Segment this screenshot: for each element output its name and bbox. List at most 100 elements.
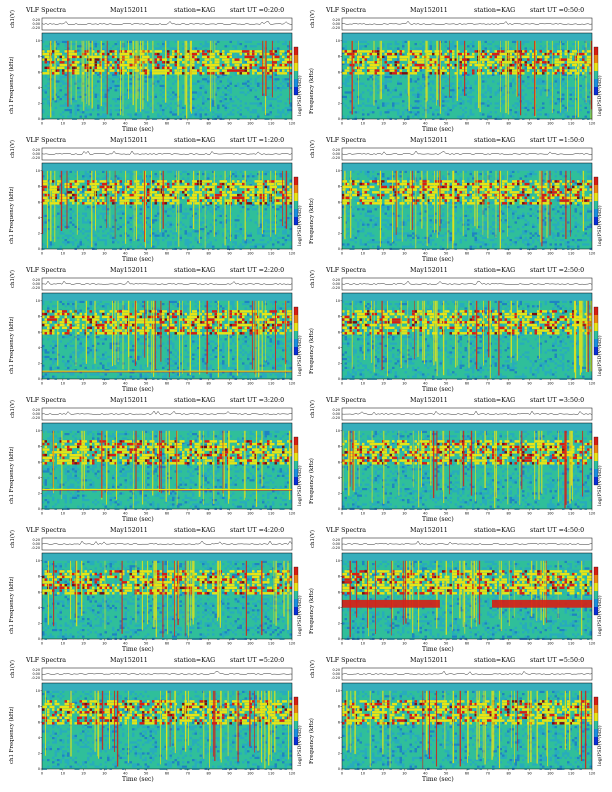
panel-start-ut: start UT =0:50:0 bbox=[530, 6, 584, 16]
x-tick-label: 30 bbox=[102, 772, 106, 776]
spectrogram-svg: 0.200.00-0.200 10 20 30 40 50 60 70 80 90 100 110 12… bbox=[31, 667, 299, 776]
x-tick-label: 50 bbox=[444, 122, 448, 126]
y-tick-label: 2 bbox=[338, 102, 340, 106]
x-tick-label: 90 bbox=[227, 382, 231, 386]
spectrogram-panel: VLF Spectra May152011 station=KAG start UT … bbox=[9, 6, 303, 134]
x-tick-label: 90 bbox=[527, 642, 531, 646]
x-tick-label: 20 bbox=[382, 642, 386, 646]
y-tick-label: 6 bbox=[338, 330, 340, 334]
ch1-tick-label: 0.20 bbox=[332, 408, 340, 412]
colorbar-segment bbox=[594, 79, 598, 87]
panel-station: station=KAG bbox=[474, 266, 515, 276]
panel-date: May152011 bbox=[410, 526, 448, 536]
ch1-tick-label: 0.00 bbox=[32, 22, 40, 26]
colorbar-segment bbox=[594, 331, 598, 339]
colorbar-segment bbox=[294, 599, 298, 607]
ch1-tick-label: 0.00 bbox=[332, 412, 340, 416]
colorbar-segment bbox=[294, 445, 298, 453]
colorbar-segment bbox=[594, 737, 598, 745]
y-tick-label: 6 bbox=[38, 70, 40, 74]
panel-title: VLF Spectra bbox=[326, 6, 366, 16]
panel-station: station=KAG bbox=[474, 136, 515, 146]
y-tick-label: 8 bbox=[38, 445, 40, 449]
colorbar-segment bbox=[294, 323, 298, 331]
ch1-tick-label: 0.00 bbox=[332, 282, 340, 286]
y-tick-label: 10 bbox=[36, 39, 40, 43]
time-axis-label: Time (sec) bbox=[122, 646, 154, 653]
ch1-trace bbox=[341, 410, 593, 415]
ch1-trace bbox=[42, 280, 293, 285]
ch1-tick-label: 0.20 bbox=[332, 278, 340, 282]
colorbar-segment bbox=[294, 185, 298, 193]
colorbar-segment bbox=[594, 177, 598, 185]
y-tick-label: 10 bbox=[336, 299, 340, 303]
time-axis-label: Time (sec) bbox=[422, 776, 454, 783]
panel-date: May152011 bbox=[410, 396, 448, 406]
x-tick-label: 80 bbox=[207, 382, 211, 386]
x-tick-label: 10 bbox=[61, 252, 65, 256]
ch1-tick-label: -0.20 bbox=[331, 416, 340, 420]
x-tick-label: 120 bbox=[589, 122, 595, 126]
panel-header: VLF Spectra May152011 station=KAG start UT … bbox=[12, 266, 294, 276]
panel-header: VLF Spectra May152011 station=KAG start UT … bbox=[312, 266, 594, 276]
x-tick-label: 60 bbox=[165, 512, 169, 516]
colorbar-segment bbox=[594, 445, 598, 453]
colorbar-segment bbox=[594, 63, 598, 71]
x-tick-label: 10 bbox=[61, 642, 65, 646]
y-tick-label: 8 bbox=[38, 315, 40, 319]
panel-station: station=KAG bbox=[174, 526, 215, 536]
colorbar-segment bbox=[294, 477, 298, 485]
x-tick-label: 100 bbox=[547, 122, 553, 126]
y-tick-label: 8 bbox=[338, 55, 340, 59]
panel-start-ut: start UT =2:50:0 bbox=[530, 266, 584, 276]
ch1-tick-label: -0.20 bbox=[31, 416, 40, 420]
colorbar-segment bbox=[294, 177, 298, 185]
ch1-trace bbox=[341, 150, 593, 155]
y-tick-label: 2 bbox=[38, 362, 40, 366]
panel-title: VLF Spectra bbox=[326, 136, 366, 146]
upper-noise-band bbox=[342, 423, 592, 431]
y-tick-label: 4 bbox=[338, 476, 340, 480]
colorbar-segment bbox=[294, 567, 298, 575]
x-tick-label: 80 bbox=[207, 122, 211, 126]
ch1-tick-label: 0.00 bbox=[332, 542, 340, 546]
x-tick-label: 80 bbox=[207, 772, 211, 776]
x-tick-label: 30 bbox=[102, 642, 106, 646]
x-tick-label: 80 bbox=[507, 512, 511, 516]
x-tick-label: 120 bbox=[289, 252, 295, 256]
colorbar-segment bbox=[594, 567, 598, 575]
x-tick-label: 100 bbox=[547, 382, 553, 386]
y-tick-label: 10 bbox=[336, 169, 340, 173]
x-tick-label: 0 bbox=[41, 772, 43, 776]
panel-start-ut: start UT =5:20:0 bbox=[230, 656, 284, 666]
x-tick-label: 50 bbox=[444, 512, 448, 516]
x-tick-label: 80 bbox=[507, 772, 511, 776]
x-tick-label: 40 bbox=[423, 252, 427, 256]
spectrogram-svg: 0.200.00-0.200 10 20 30 40 50 60 70 80 90 100 110 12… bbox=[331, 537, 599, 646]
y-tick-label: 2 bbox=[338, 622, 340, 626]
y-tick-label: 2 bbox=[338, 752, 340, 756]
x-tick-label: 30 bbox=[102, 122, 106, 126]
colorbar-segment bbox=[594, 347, 598, 355]
x-tick-label: 30 bbox=[402, 382, 406, 386]
y-tick-label: 8 bbox=[338, 185, 340, 189]
panel-station: station=KAG bbox=[474, 6, 515, 16]
colorbar-segment bbox=[594, 323, 598, 331]
panel-title: VLF Spectra bbox=[326, 266, 366, 276]
y-tick-label: 10 bbox=[336, 39, 340, 43]
y-tick-label: 4 bbox=[338, 216, 340, 220]
colorbar-segment bbox=[594, 469, 598, 477]
x-tick-label: 50 bbox=[144, 252, 148, 256]
x-tick-label: 30 bbox=[402, 512, 406, 516]
y-tick-label: 0 bbox=[338, 117, 340, 121]
x-tick-label: 120 bbox=[289, 772, 295, 776]
x-tick-label: 40 bbox=[123, 252, 127, 256]
upper-noise-band bbox=[42, 163, 292, 171]
ch1-tick-label: -0.20 bbox=[31, 286, 40, 290]
panel-title: VLF Spectra bbox=[326, 526, 366, 536]
x-tick-label: 10 bbox=[361, 642, 365, 646]
colorbar-segment bbox=[294, 729, 298, 737]
panel-station: station=KAG bbox=[174, 266, 215, 276]
time-axis-label: Time (sec) bbox=[422, 386, 454, 393]
y-tick-label: 0 bbox=[38, 637, 40, 641]
